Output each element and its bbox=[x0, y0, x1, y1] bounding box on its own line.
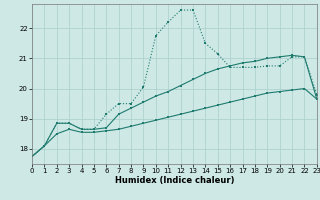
X-axis label: Humidex (Indice chaleur): Humidex (Indice chaleur) bbox=[115, 176, 234, 185]
